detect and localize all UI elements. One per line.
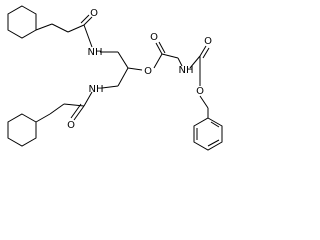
atom-label: O — [196, 86, 204, 97]
atom-label: NH — [88, 47, 103, 58]
atom-label: O — [67, 120, 75, 131]
atom-label: O — [90, 8, 98, 19]
atom-label: NH — [89, 84, 104, 95]
atom-label: O — [204, 36, 212, 47]
bonds — [7, 5, 223, 151]
atom-label: NH — [179, 65, 194, 76]
atom-label: O — [144, 66, 152, 77]
molecule: O NH NH O O O NH O O — [7, 5, 223, 151]
atom-label: O — [150, 32, 158, 43]
